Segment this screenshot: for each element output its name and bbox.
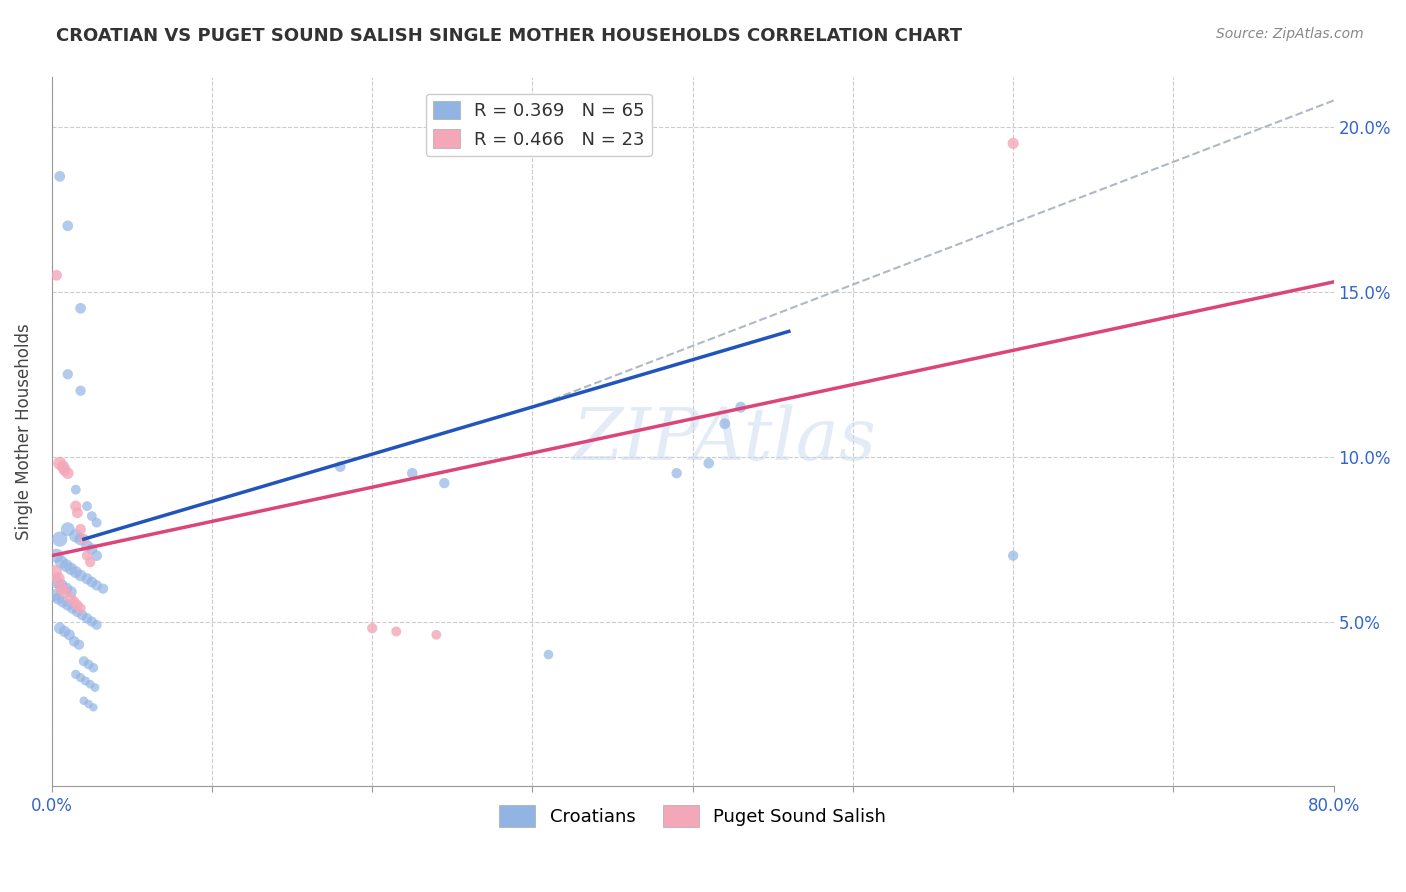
Point bbox=[425, 628, 447, 642]
Point bbox=[91, 582, 114, 596]
Point bbox=[44, 565, 66, 579]
Point bbox=[80, 574, 103, 589]
Point bbox=[44, 588, 66, 602]
Point bbox=[45, 549, 67, 563]
Point bbox=[79, 555, 101, 569]
Point bbox=[80, 542, 103, 557]
Point bbox=[433, 476, 456, 491]
Point bbox=[70, 607, 93, 622]
Point bbox=[75, 673, 97, 688]
Point bbox=[86, 516, 108, 530]
Point bbox=[49, 532, 72, 546]
Text: Source: ZipAtlas.com: Source: ZipAtlas.com bbox=[1216, 27, 1364, 41]
Point bbox=[55, 558, 77, 573]
Point bbox=[76, 572, 98, 586]
Point bbox=[65, 565, 87, 579]
Point bbox=[69, 301, 91, 316]
Point bbox=[69, 532, 91, 546]
Point bbox=[52, 459, 75, 474]
Point bbox=[65, 499, 87, 513]
Point bbox=[45, 574, 67, 589]
Point bbox=[69, 671, 91, 685]
Point bbox=[82, 661, 104, 675]
Point bbox=[67, 638, 90, 652]
Point bbox=[730, 401, 752, 415]
Point bbox=[69, 384, 91, 398]
Point bbox=[65, 529, 87, 543]
Point bbox=[49, 169, 72, 184]
Point bbox=[77, 657, 100, 672]
Point bbox=[1002, 136, 1025, 151]
Point bbox=[76, 499, 98, 513]
Point bbox=[69, 568, 91, 582]
Point bbox=[46, 572, 69, 586]
Text: ZIPAtlas: ZIPAtlas bbox=[572, 405, 877, 475]
Y-axis label: Single Mother Households: Single Mother Households bbox=[15, 324, 32, 541]
Point bbox=[66, 506, 89, 520]
Point bbox=[385, 624, 408, 639]
Point bbox=[86, 549, 108, 563]
Point bbox=[76, 611, 98, 625]
Point bbox=[79, 677, 101, 691]
Point bbox=[66, 598, 89, 612]
Point bbox=[56, 219, 79, 233]
Point bbox=[80, 509, 103, 524]
Point bbox=[65, 483, 87, 497]
Point bbox=[59, 591, 82, 606]
Point bbox=[73, 694, 96, 708]
Point bbox=[58, 628, 80, 642]
Point bbox=[1002, 549, 1025, 563]
Point bbox=[80, 615, 103, 629]
Point bbox=[45, 268, 67, 283]
Point bbox=[537, 648, 560, 662]
Point bbox=[73, 532, 96, 546]
Point bbox=[53, 624, 76, 639]
Point bbox=[51, 582, 73, 596]
Point bbox=[86, 578, 108, 592]
Point bbox=[329, 459, 352, 474]
Point bbox=[56, 368, 79, 382]
Point bbox=[52, 595, 75, 609]
Point bbox=[59, 562, 82, 576]
Point bbox=[86, 618, 108, 632]
Point bbox=[56, 522, 79, 536]
Point bbox=[56, 598, 79, 612]
Point bbox=[65, 667, 87, 681]
Point bbox=[55, 582, 77, 596]
Point bbox=[51, 578, 73, 592]
Point bbox=[63, 595, 86, 609]
Point bbox=[69, 522, 91, 536]
Point bbox=[53, 463, 76, 477]
Point bbox=[51, 555, 73, 569]
Point bbox=[361, 621, 384, 635]
Point bbox=[56, 466, 79, 480]
Legend: Croatians, Puget Sound Salish: Croatians, Puget Sound Salish bbox=[492, 797, 893, 834]
Text: CROATIAN VS PUGET SOUND SALISH SINGLE MOTHER HOUSEHOLDS CORRELATION CHART: CROATIAN VS PUGET SOUND SALISH SINGLE MO… bbox=[56, 27, 962, 45]
Point bbox=[73, 654, 96, 668]
Point bbox=[69, 601, 91, 615]
Point bbox=[59, 585, 82, 599]
Point bbox=[401, 466, 423, 480]
Point bbox=[82, 700, 104, 714]
Point bbox=[76, 539, 98, 553]
Point bbox=[63, 634, 86, 648]
Point bbox=[46, 591, 69, 606]
Point bbox=[49, 621, 72, 635]
Point bbox=[76, 549, 98, 563]
Point bbox=[49, 456, 72, 470]
Point bbox=[66, 605, 89, 619]
Point bbox=[53, 585, 76, 599]
Point bbox=[62, 601, 84, 615]
Point bbox=[77, 697, 100, 711]
Point bbox=[697, 456, 720, 470]
Point bbox=[665, 466, 688, 480]
Point bbox=[713, 417, 735, 431]
Point bbox=[84, 681, 107, 695]
